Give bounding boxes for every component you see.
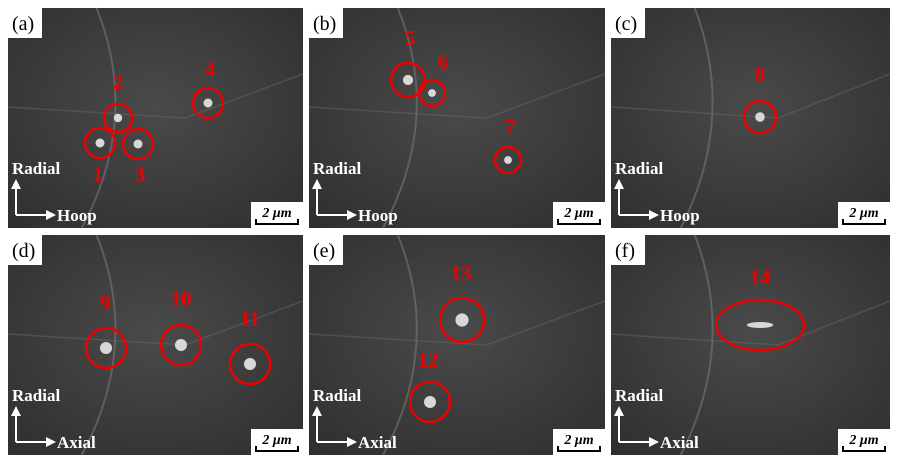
panel-label: (c) (615, 13, 637, 35)
panel-label: (a) (12, 13, 34, 35)
marker-label: 14 (750, 265, 772, 289)
marker-label: 2 (113, 70, 124, 94)
inclusion (96, 139, 105, 148)
panel-label: (b) (313, 13, 336, 35)
scale-bar-label: 2 μm (563, 206, 593, 221)
micrograph (8, 8, 303, 228)
axis-label: Axial (358, 433, 397, 452)
axis-label: Radial (12, 386, 60, 405)
axis-label: Axial (660, 433, 699, 452)
scale-bar-label: 2 μm (261, 206, 291, 221)
panel: (e) Radial Axial 2 μm 12 13 (309, 235, 605, 455)
scale-bar-label: 2 μm (563, 433, 593, 448)
panel-label: (f) (615, 240, 635, 262)
axis-label: Radial (12, 159, 60, 178)
figure: (a)RadialHoop2 μm1234(b)RadialHoop2 μm56… (0, 0, 898, 463)
marker-label: 8 (755, 62, 766, 86)
axis-label: Axial (57, 433, 96, 452)
axis-label: Radial (615, 386, 663, 405)
panel: (d) Radial Axial 2 μm 9 10 11 (8, 235, 303, 455)
axis-label: Hoop (660, 206, 700, 225)
panel-label: (d) (12, 240, 35, 262)
inclusion (455, 313, 468, 326)
panel: (a) Radial Hoop 2 μm 1 2 3 4 (8, 8, 303, 228)
inclusion (747, 322, 773, 328)
axis-label: Hoop (57, 206, 97, 225)
micrograph (309, 8, 605, 228)
panel: (c) Radial Hoop 2 μm 8 (611, 8, 890, 228)
marker-label: 4 (205, 57, 216, 81)
axis-label: Hoop (358, 206, 398, 225)
inclusion (114, 114, 122, 122)
scale-bar-label: 2 μm (261, 433, 291, 448)
marker-label: 6 (438, 50, 449, 74)
marker-label: 3 (135, 162, 146, 186)
micrograph (611, 8, 890, 228)
inclusion (755, 112, 765, 122)
panel: (b) Radial Hoop 2 μm 56 7 (309, 8, 605, 228)
axis-label: Radial (615, 159, 663, 178)
inclusion (504, 156, 512, 164)
marker-label: 13 (451, 261, 472, 285)
inclusion (204, 99, 213, 108)
inclusion (244, 358, 256, 370)
marker-label: 10 (171, 287, 192, 311)
marker-label: 5 (405, 26, 416, 50)
marker-label: 9 (100, 291, 111, 315)
inclusion (424, 396, 436, 408)
scale-bar-label: 2 μm (848, 433, 878, 448)
scale-bar-label: 2 μm (848, 206, 878, 221)
inclusion (100, 342, 112, 354)
inclusion (134, 140, 143, 149)
panel-label: (e) (313, 240, 335, 262)
marker-label: 11 (240, 307, 260, 331)
panel: (f) Radial Axial 2 μm 14 (611, 235, 890, 455)
axis-label: Radial (313, 159, 361, 178)
marker-label: 7 (505, 114, 516, 138)
inclusion (403, 75, 413, 85)
axis-label: Radial (313, 386, 361, 405)
inclusion (428, 89, 436, 97)
marker-label: 12 (418, 348, 439, 372)
marker-label: 1 (93, 162, 104, 186)
inclusion (175, 339, 187, 351)
